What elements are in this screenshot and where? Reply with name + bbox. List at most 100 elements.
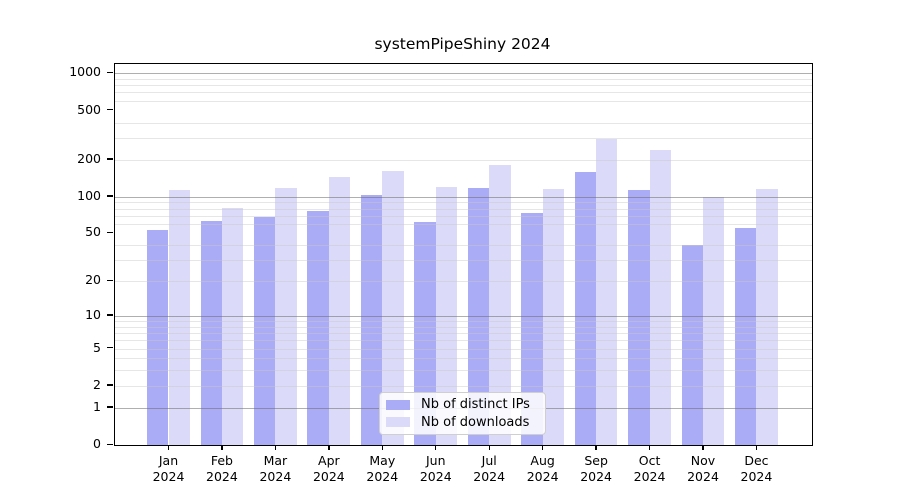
y-tick-mark <box>107 384 113 386</box>
x-tick-label-aug: Aug 2024 <box>511 453 575 485</box>
y-tick-mark <box>107 195 113 197</box>
y-tick-mark <box>107 406 113 408</box>
y-tick-mark <box>107 314 113 316</box>
x-tick-label-may: May 2024 <box>350 453 414 485</box>
x-tick-mark <box>167 445 170 450</box>
bar-dec-distinct-ips <box>735 228 757 445</box>
x-tick-label-feb: Feb 2024 <box>190 453 254 485</box>
minor-gridline <box>115 260 812 262</box>
major-gridline <box>115 315 812 317</box>
bar-may-distinct-ips <box>360 194 383 445</box>
minor-gridline <box>115 245 812 247</box>
x-tick-label-year: 2024 <box>687 469 719 484</box>
legend-swatch-distinct-ips <box>386 399 410 410</box>
y-tick-label: 200 <box>77 150 101 166</box>
bar-nov-distinct-ips <box>681 245 703 445</box>
x-tick-label-jul: Jul 2024 <box>457 453 521 485</box>
legend: Nb of distinct IPs Nb of downloads <box>379 392 546 435</box>
bar-mar-distinct-ips <box>254 217 276 445</box>
x-tick-mark <box>274 445 277 450</box>
y-tick-mark <box>107 231 113 234</box>
bar-oct-distinct-ips <box>628 189 650 445</box>
x-tick-label-jan: Jan 2024 <box>137 453 201 485</box>
bar-aug-distinct-ips <box>521 212 543 445</box>
bar-jun-distinct-ips <box>414 222 436 445</box>
minor-gridline <box>115 122 812 124</box>
y-tick-mark <box>107 71 113 74</box>
x-tick-label-jun: Jun 2024 <box>404 453 468 485</box>
x-tick-label-year: 2024 <box>419 469 452 484</box>
y-tick-label: 5 <box>93 339 101 355</box>
y-tick-mark <box>107 279 113 282</box>
bar-feb-distinct-ips <box>200 221 222 445</box>
y-tick-label: 1000 <box>69 64 101 80</box>
minor-gridline <box>115 208 812 210</box>
x-tick-label-year: 2024 <box>633 469 666 484</box>
minor-gridline <box>115 92 812 94</box>
x-tick-label-sep: Sep 2024 <box>564 453 628 485</box>
bar-oct-downloads <box>649 149 671 445</box>
x-tick-mark <box>328 445 330 450</box>
chart-title: systemPipeShiny 2024 <box>374 35 551 53</box>
minor-gridline <box>115 78 812 80</box>
y-tick-label: 100 <box>77 187 101 203</box>
minor-gridline <box>115 326 812 328</box>
minor-gridline <box>115 385 812 387</box>
x-tick-label-year: 2024 <box>312 469 345 484</box>
x-tick-mark <box>755 445 758 450</box>
minor-gridline <box>115 202 812 204</box>
minor-gridline <box>115 223 812 225</box>
x-tick-label-dec: Dec 2024 <box>724 453 788 485</box>
x-tick-mark <box>381 445 383 450</box>
x-tick-label-year: 2024 <box>473 469 506 484</box>
x-tick-mark <box>702 445 704 450</box>
minor-gridline <box>115 159 812 161</box>
x-tick-mark <box>595 445 597 450</box>
x-tick-label-year: 2024 <box>259 469 292 484</box>
x-tick-mark <box>221 445 223 450</box>
x-tick-mark <box>435 445 437 450</box>
bar-jul-downloads <box>489 164 511 445</box>
y-tick-mark <box>107 443 113 445</box>
x-tick-label-year: 2024 <box>526 469 559 484</box>
x-tick-mark <box>648 445 651 450</box>
y-tick-label: 20 <box>85 272 101 288</box>
y-tick-mark <box>107 347 113 349</box>
bar-feb-downloads <box>221 207 244 445</box>
legend-swatch-downloads <box>386 417 410 428</box>
x-tick-label-year: 2024 <box>740 469 773 484</box>
x-tick-mark <box>541 445 544 450</box>
major-gridline <box>115 73 812 75</box>
minor-gridline <box>115 340 812 342</box>
legend-label-distinct-ips: Nb of distinct IPs <box>421 397 530 413</box>
y-tick-label: 2 <box>93 376 101 392</box>
x-tick-mark <box>488 445 490 450</box>
legend-entry-distinct-ips: Nb of distinct IPs <box>386 397 539 412</box>
x-tick-label-mar: Mar 2024 <box>243 453 307 485</box>
plot-area <box>114 63 813 446</box>
x-tick-label-year: 2024 <box>366 469 399 484</box>
minor-gridline <box>115 348 812 350</box>
y-tick-label: 1 <box>93 398 101 414</box>
minor-gridline <box>115 370 812 372</box>
bar-jan-downloads <box>168 189 190 445</box>
x-tick-label-year: 2024 <box>580 469 612 484</box>
minor-gridline <box>115 321 812 323</box>
bar-jan-distinct-ips <box>147 230 169 445</box>
legend-label-downloads: Nb of downloads <box>421 414 530 430</box>
minor-gridline <box>115 137 812 139</box>
x-tick-label-oct: Oct 2024 <box>618 453 682 485</box>
y-tick-label: 0 <box>93 436 101 451</box>
bar-apr-distinct-ips <box>307 210 329 445</box>
bar-sep-downloads <box>596 139 618 445</box>
legend-entry-downloads: Nb of downloads <box>386 415 539 430</box>
bar-may-downloads <box>382 170 404 445</box>
y-tick-mark <box>107 158 113 160</box>
y-tick-label: 50 <box>85 224 101 240</box>
minor-gridline <box>115 215 812 217</box>
x-tick-label-apr: Apr 2024 <box>297 453 361 485</box>
minor-gridline <box>115 100 812 102</box>
major-gridline <box>115 196 812 198</box>
bar-apr-downloads <box>328 177 351 445</box>
